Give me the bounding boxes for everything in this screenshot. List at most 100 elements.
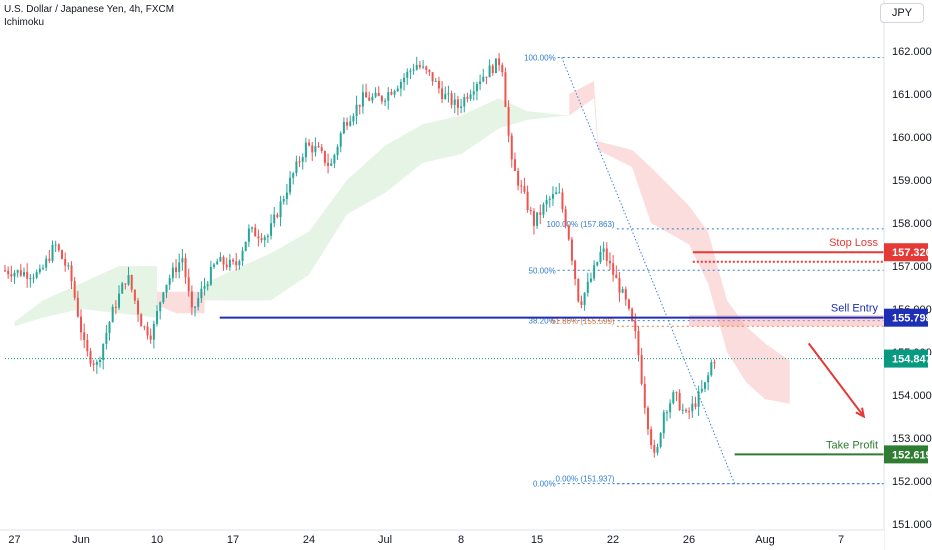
candle-body (19, 270, 22, 276)
candle-body (355, 104, 358, 117)
candle-body (146, 326, 149, 336)
currency-button[interactable]: JPY (880, 3, 924, 23)
candle-body (371, 96, 374, 101)
candle-body (130, 275, 133, 290)
candle-body (567, 225, 570, 240)
time-tick-label: 27 (8, 534, 20, 546)
candle-body (336, 146, 339, 156)
candle-body (111, 306, 114, 323)
candle-body (285, 192, 288, 200)
candle-body (513, 159, 516, 171)
candle-body (624, 289, 627, 300)
candle-body (118, 293, 121, 308)
candle-body (298, 161, 301, 163)
time-tick-label: Jul (378, 534, 392, 546)
candle-body (320, 147, 323, 152)
candle-body (140, 314, 143, 327)
candle-body (640, 355, 643, 384)
time-tick-label: 7 (838, 534, 844, 546)
candle-body (228, 259, 231, 268)
candle-body (70, 265, 73, 282)
candle-body (399, 82, 402, 89)
candle-body (599, 251, 602, 263)
candle-body (124, 283, 127, 285)
time-tick-label: 24 (303, 534, 315, 546)
candle-body (16, 270, 19, 273)
candle-body (222, 257, 225, 265)
price-badge-stop_loss (884, 243, 928, 262)
candle-body (273, 214, 276, 224)
candle-body (570, 239, 573, 261)
fib-level-label: 100.00% (524, 53, 556, 62)
candle-body (485, 76, 488, 78)
candle-body (73, 281, 76, 298)
price-tick-label: 159.000 (892, 175, 932, 187)
candle-body (384, 100, 387, 102)
fib-level-label: 38.20% (529, 317, 556, 326)
level-label-sell_entry: Sell Entry (831, 303, 879, 315)
candle-body (460, 106, 463, 108)
candle-body (159, 302, 162, 312)
candle-body (494, 58, 497, 74)
candle-body (266, 235, 269, 238)
candle-body (507, 106, 510, 136)
candle-body (542, 204, 545, 215)
candle-body (368, 97, 371, 101)
candle-body (263, 237, 266, 241)
candle-body (48, 258, 51, 261)
time-tick-label: 8 (458, 534, 464, 546)
candle-body (365, 92, 368, 98)
entry-zone (689, 315, 884, 327)
candle-body (589, 278, 592, 282)
candle-body (688, 411, 691, 413)
indicator-label[interactable]: Ichimoku (4, 17, 45, 28)
candle-body (282, 199, 285, 202)
price-badge-sell_entry (884, 308, 928, 327)
candle-body (216, 261, 219, 265)
candle-body (358, 104, 361, 107)
price-badge-label-sell_entry: 155.798 (892, 313, 932, 325)
candle-body (526, 191, 529, 210)
candle-body (409, 70, 412, 72)
price-badge-label-last_price: 154.847 (892, 354, 932, 366)
candle-body (203, 286, 206, 289)
candle-body (114, 306, 117, 308)
price-badge-label-stop_loss: 157.320 (892, 247, 932, 259)
candle-body (517, 170, 520, 186)
candle-body (431, 72, 434, 82)
candle-body (333, 155, 336, 164)
candle-body (235, 261, 238, 266)
candle-body (444, 93, 447, 99)
candle-body (327, 162, 330, 166)
candle-body (583, 292, 586, 306)
candle-body (342, 122, 345, 134)
candle-body (83, 332, 86, 340)
candle-body (602, 248, 605, 252)
time-tick-label: 10 (151, 534, 163, 546)
candle-body (168, 278, 171, 285)
candle-body (279, 201, 282, 218)
candle-body (646, 407, 649, 430)
level-label-stop_loss: Stop Loss (829, 237, 878, 249)
fib-level-label: 100.00% (157.863) (547, 220, 615, 229)
time-tick-label: Jun (72, 534, 90, 546)
candle-body (244, 241, 247, 251)
candle-body (675, 392, 678, 394)
candle-body (92, 363, 95, 365)
candle-body (523, 186, 526, 192)
candle-body (627, 299, 630, 309)
candle-body (539, 212, 542, 215)
candle-body (707, 375, 710, 383)
candle-body (251, 227, 254, 229)
price-tick-label: 160.000 (892, 132, 932, 144)
candle-body (241, 250, 244, 262)
candle-body (178, 262, 181, 272)
price-tick-label: 161.000 (892, 89, 932, 101)
candle-body (482, 76, 485, 82)
candle-body (653, 445, 656, 453)
candle-body (418, 64, 421, 68)
candle-body (254, 227, 257, 237)
candle-body (684, 409, 687, 412)
candle-body (672, 392, 675, 404)
